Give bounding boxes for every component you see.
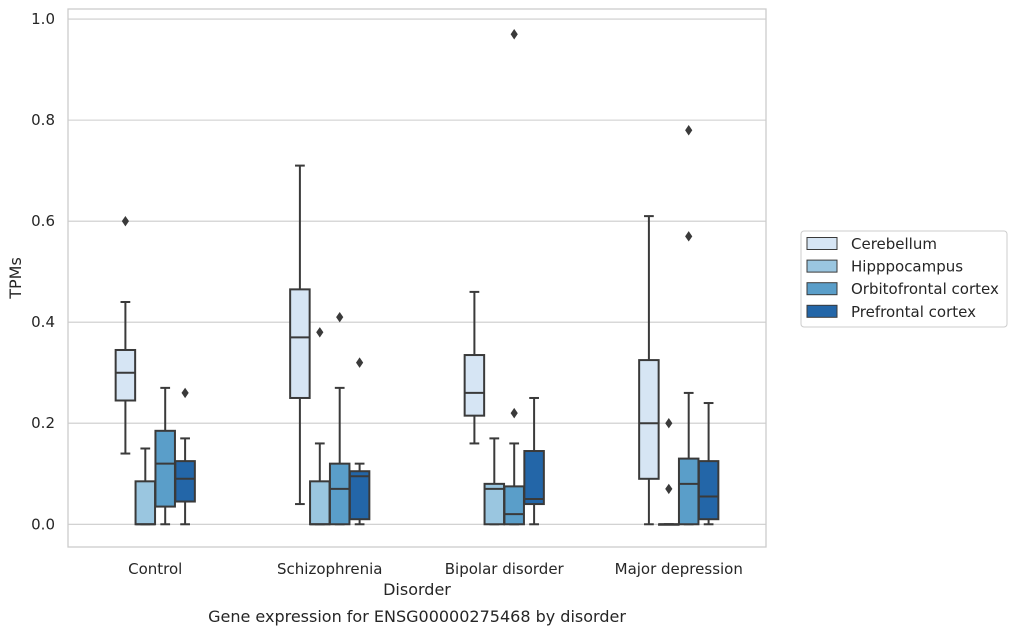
box-hipppocampus <box>483 437 506 526</box>
legend-label: Hipppocampus <box>851 258 963 276</box>
box-iqr <box>134 480 157 526</box>
outlier-point <box>510 29 518 40</box>
y-tick-label: 0.2 <box>31 414 55 432</box>
outlier-point <box>510 407 518 419</box>
outlier-point <box>316 327 324 338</box>
legend-label: Orbitofrontal cortex <box>851 280 999 298</box>
box-prefrontal-cortex <box>523 396 545 526</box>
x-tick-label: Schizophrenia <box>277 560 382 578</box>
legend-swatch <box>806 304 838 318</box>
legend-label: Prefrontal cortex <box>851 303 976 321</box>
box-orbitofrontal-cortex <box>503 29 525 526</box>
legend-label: Cerebellum <box>851 235 937 253</box>
box-hipppocampus <box>309 327 331 526</box>
outlier-point <box>121 215 129 227</box>
outlier-point <box>336 311 344 323</box>
outlier-point <box>181 387 189 399</box>
box-orbitofrontal-cortex <box>677 125 700 526</box>
box-iqr <box>174 460 196 503</box>
box-cerebellum <box>114 215 137 455</box>
box-iqr <box>309 480 331 526</box>
y-axis-ticks: 0.0 0.2 0.4 0.6 0.8 1.0 <box>31 10 55 533</box>
chart-caption: Gene expression for ENSG00000275468 by d… <box>208 607 626 626</box>
box-iqr <box>638 359 660 480</box>
x-axis-ticks: Control Schizophrenia Bipolar disorder Majo… <box>128 560 743 578</box>
x-tick-label: Major depression <box>615 560 743 578</box>
box-prefrontal-cortex <box>174 387 196 526</box>
box-iqr <box>503 485 525 526</box>
box-hipppocampus <box>658 418 680 526</box>
x-tick-label: Bipolar disorder <box>445 560 565 578</box>
box-cerebellum <box>289 164 311 506</box>
box-iqr <box>697 460 720 521</box>
legend-swatch <box>806 259 838 273</box>
box-cerebellum <box>463 290 486 445</box>
legend-frame <box>800 230 1008 328</box>
outlier-point <box>356 357 364 368</box>
box-orbitofrontal-cortex <box>154 386 176 526</box>
box-iqr <box>289 288 311 399</box>
y-tick-label: 0.0 <box>31 515 55 533</box>
box-iqr <box>348 470 371 521</box>
x-axis-label: Disorder <box>383 580 451 599</box>
y-tick-label: 0.4 <box>31 313 55 331</box>
legend-swatch <box>806 237 838 250</box>
y-axis-label: TPMs <box>6 257 25 300</box>
box-iqr <box>677 457 700 526</box>
box-iqr <box>114 348 137 402</box>
box-iqr <box>483 482 506 526</box>
y-tick-label: 1.0 <box>31 10 55 28</box>
box-orbitofrontal-cortex <box>328 311 351 526</box>
box-iqr <box>328 462 351 526</box>
y-tick-label: 0.8 <box>31 111 55 129</box>
box-prefrontal-cortex <box>697 402 720 526</box>
plot-frame <box>67 8 767 548</box>
y-tick-label: 0.6 <box>31 212 55 230</box>
outlier-point <box>665 483 673 495</box>
x-tick-label: Control <box>128 560 182 578</box>
box-iqr <box>463 354 486 417</box>
boxes <box>114 29 720 526</box>
outlier-point <box>685 231 693 242</box>
box-iqr <box>154 429 176 508</box>
box-prefrontal-cortex <box>348 357 371 526</box>
box-hipppocampus <box>134 447 157 526</box>
outlier-point <box>685 125 693 136</box>
outlier-point <box>665 418 673 429</box>
legend-swatch <box>806 282 838 296</box>
legend: Cerebellum Hipppocampus Orbitofrontal cort… <box>800 230 1008 328</box>
box-iqr <box>523 450 545 506</box>
box-cerebellum <box>638 215 660 526</box>
